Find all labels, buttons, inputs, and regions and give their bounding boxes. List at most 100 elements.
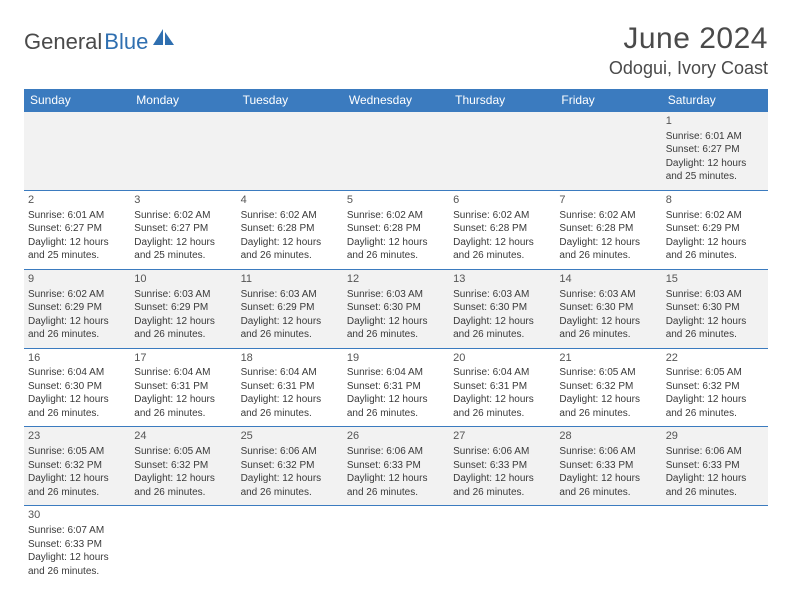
daylight-text: and 26 minutes. (559, 407, 657, 421)
daylight-text: Daylight: 12 hours (453, 393, 551, 407)
calendar-day-cell: 22Sunrise: 6:05 AMSunset: 6:32 PMDayligh… (662, 348, 768, 427)
daylight-text: Daylight: 12 hours (28, 551, 126, 565)
calendar-day-cell: 23Sunrise: 6:05 AMSunset: 6:32 PMDayligh… (24, 427, 130, 506)
sunrise-text: Sunrise: 6:04 AM (241, 366, 339, 380)
calendar-day-cell: 21Sunrise: 6:05 AMSunset: 6:32 PMDayligh… (555, 348, 661, 427)
day-number: 26 (347, 429, 445, 444)
daylight-text: and 26 minutes. (134, 486, 232, 500)
daylight-text: Daylight: 12 hours (347, 236, 445, 250)
daylight-text: and 26 minutes. (559, 328, 657, 342)
sunset-text: Sunset: 6:32 PM (134, 459, 232, 473)
calendar-day-cell: 15Sunrise: 6:03 AMSunset: 6:30 PMDayligh… (662, 269, 768, 348)
daylight-text: and 26 minutes. (241, 328, 339, 342)
daylight-text: Daylight: 12 hours (134, 393, 232, 407)
day-header: Tuesday (237, 89, 343, 112)
daylight-text: Daylight: 12 hours (28, 393, 126, 407)
calendar-empty-cell (343, 506, 449, 584)
daylight-text: and 26 minutes. (453, 249, 551, 263)
daylight-text: Daylight: 12 hours (453, 472, 551, 486)
sunset-text: Sunset: 6:31 PM (241, 380, 339, 394)
calendar-day-cell: 10Sunrise: 6:03 AMSunset: 6:29 PMDayligh… (130, 269, 236, 348)
sunset-text: Sunset: 6:31 PM (347, 380, 445, 394)
sunset-text: Sunset: 6:32 PM (559, 380, 657, 394)
calendar-empty-cell (662, 506, 768, 584)
calendar-day-cell: 20Sunrise: 6:04 AMSunset: 6:31 PMDayligh… (449, 348, 555, 427)
sunrise-text: Sunrise: 6:04 AM (347, 366, 445, 380)
day-number: 20 (453, 351, 551, 366)
daylight-text: and 26 minutes. (559, 249, 657, 263)
calendar-week-row: 1Sunrise: 6:01 AMSunset: 6:27 PMDaylight… (24, 112, 768, 191)
day-number: 7 (559, 193, 657, 208)
daylight-text: Daylight: 12 hours (134, 236, 232, 250)
day-number: 13 (453, 272, 551, 287)
calendar-day-cell: 14Sunrise: 6:03 AMSunset: 6:30 PMDayligh… (555, 269, 661, 348)
calendar-day-cell: 12Sunrise: 6:03 AMSunset: 6:30 PMDayligh… (343, 269, 449, 348)
day-header: Saturday (662, 89, 768, 112)
sunset-text: Sunset: 6:28 PM (453, 222, 551, 236)
daylight-text: Daylight: 12 hours (28, 315, 126, 329)
sunrise-text: Sunrise: 6:04 AM (134, 366, 232, 380)
daylight-text: Daylight: 12 hours (241, 393, 339, 407)
daylight-text: Daylight: 12 hours (666, 393, 764, 407)
sunset-text: Sunset: 6:30 PM (666, 301, 764, 315)
daylight-text: and 26 minutes. (453, 407, 551, 421)
calendar-day-cell: 24Sunrise: 6:05 AMSunset: 6:32 PMDayligh… (130, 427, 236, 506)
daylight-text: and 26 minutes. (134, 328, 232, 342)
calendar-day-cell: 28Sunrise: 6:06 AMSunset: 6:33 PMDayligh… (555, 427, 661, 506)
daylight-text: and 26 minutes. (666, 328, 764, 342)
sunset-text: Sunset: 6:28 PM (559, 222, 657, 236)
day-header: Monday (130, 89, 236, 112)
calendar-day-cell: 17Sunrise: 6:04 AMSunset: 6:31 PMDayligh… (130, 348, 236, 427)
calendar-empty-cell (24, 112, 130, 191)
calendar-day-cell: 25Sunrise: 6:06 AMSunset: 6:32 PMDayligh… (237, 427, 343, 506)
sunset-text: Sunset: 6:30 PM (347, 301, 445, 315)
sunset-text: Sunset: 6:33 PM (347, 459, 445, 473)
daylight-text: Daylight: 12 hours (28, 236, 126, 250)
logo-text-blue: Blue (104, 29, 148, 55)
calendar-week-row: 16Sunrise: 6:04 AMSunset: 6:30 PMDayligh… (24, 348, 768, 427)
calendar-day-cell: 18Sunrise: 6:04 AMSunset: 6:31 PMDayligh… (237, 348, 343, 427)
day-number: 8 (666, 193, 764, 208)
sunset-text: Sunset: 6:33 PM (559, 459, 657, 473)
calendar-day-cell: 29Sunrise: 6:06 AMSunset: 6:33 PMDayligh… (662, 427, 768, 506)
day-header-row: Sunday Monday Tuesday Wednesday Thursday… (24, 89, 768, 112)
daylight-text: Daylight: 12 hours (28, 472, 126, 486)
daylight-text: Daylight: 12 hours (134, 315, 232, 329)
sunrise-text: Sunrise: 6:03 AM (559, 288, 657, 302)
sunset-text: Sunset: 6:30 PM (28, 380, 126, 394)
calendar-day-cell: 27Sunrise: 6:06 AMSunset: 6:33 PMDayligh… (449, 427, 555, 506)
calendar-day-cell: 9Sunrise: 6:02 AMSunset: 6:29 PMDaylight… (24, 269, 130, 348)
daylight-text: Daylight: 12 hours (241, 236, 339, 250)
day-number: 27 (453, 429, 551, 444)
day-number: 21 (559, 351, 657, 366)
day-number: 18 (241, 351, 339, 366)
day-number: 3 (134, 193, 232, 208)
sunrise-text: Sunrise: 6:02 AM (559, 209, 657, 223)
sunrise-text: Sunrise: 6:05 AM (666, 366, 764, 380)
sunset-text: Sunset: 6:29 PM (134, 301, 232, 315)
day-number: 16 (28, 351, 126, 366)
daylight-text: Daylight: 12 hours (666, 472, 764, 486)
daylight-text: Daylight: 12 hours (666, 157, 764, 171)
day-number: 6 (453, 193, 551, 208)
sunrise-text: Sunrise: 6:01 AM (28, 209, 126, 223)
calendar-day-cell: 4Sunrise: 6:02 AMSunset: 6:28 PMDaylight… (237, 190, 343, 269)
sunset-text: Sunset: 6:27 PM (134, 222, 232, 236)
daylight-text: and 26 minutes. (559, 486, 657, 500)
sunrise-text: Sunrise: 6:02 AM (134, 209, 232, 223)
daylight-text: Daylight: 12 hours (241, 472, 339, 486)
sunset-text: Sunset: 6:27 PM (28, 222, 126, 236)
sunset-text: Sunset: 6:32 PM (666, 380, 764, 394)
calendar-week-row: 30Sunrise: 6:07 AMSunset: 6:33 PMDayligh… (24, 506, 768, 584)
sunset-text: Sunset: 6:29 PM (241, 301, 339, 315)
daylight-text: and 26 minutes. (28, 565, 126, 579)
sunrise-text: Sunrise: 6:05 AM (134, 445, 232, 459)
title-block: June 2024 Odogui, Ivory Coast (609, 22, 768, 79)
day-number: 5 (347, 193, 445, 208)
daylight-text: and 26 minutes. (666, 249, 764, 263)
sunrise-text: Sunrise: 6:07 AM (28, 524, 126, 538)
sunset-text: Sunset: 6:31 PM (134, 380, 232, 394)
sunrise-text: Sunrise: 6:02 AM (666, 209, 764, 223)
calendar-empty-cell (555, 112, 661, 191)
calendar-day-cell: 16Sunrise: 6:04 AMSunset: 6:30 PMDayligh… (24, 348, 130, 427)
